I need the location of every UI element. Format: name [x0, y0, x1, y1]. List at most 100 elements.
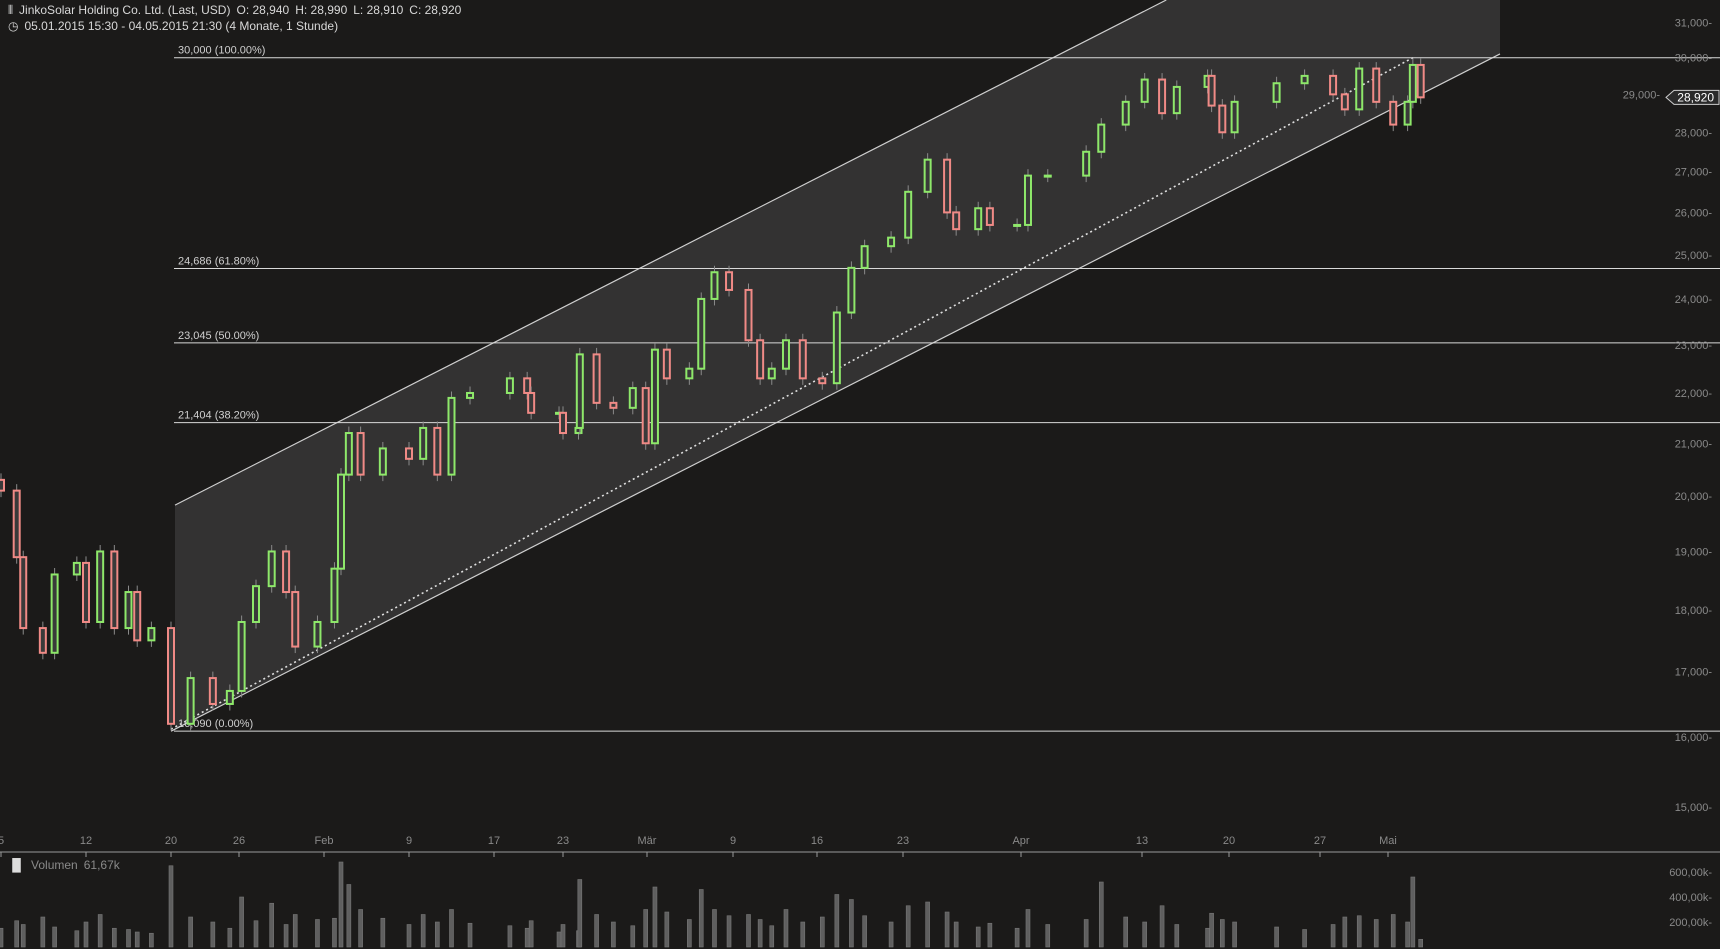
last-price-value: 28,920 [1677, 90, 1714, 104]
candle-body [1023, 174, 1032, 226]
volume-bar [905, 905, 911, 948]
volume-bar [975, 926, 981, 948]
x-tick-label: 20 [1223, 835, 1235, 847]
volume-bar [1014, 927, 1020, 948]
candle-body [1158, 78, 1167, 115]
volume-bar [746, 914, 751, 948]
candle-body [592, 353, 601, 404]
y-tick-label: 20,000- [1675, 491, 1713, 503]
y-tick-label: 27,000- [1675, 167, 1713, 179]
volume-bar [1405, 921, 1410, 948]
clock-icon: ◷ [8, 19, 19, 33]
candle-body [1416, 63, 1425, 99]
volume-bar [346, 884, 352, 948]
candle-body [19, 556, 28, 630]
candle-body [904, 190, 913, 239]
candle-body [1230, 100, 1239, 134]
y-tick-label: 25,000- [1675, 250, 1713, 262]
y-tick-label: 15,000- [1675, 802, 1713, 814]
volume-tick-label: 600,00k- [1669, 867, 1712, 879]
candle-body [662, 348, 671, 380]
volume-bar [358, 909, 363, 948]
volume-bar [1356, 915, 1362, 948]
volume-bar [332, 917, 337, 948]
candle-body [110, 550, 119, 630]
volume-bar [1159, 905, 1165, 948]
y-tick-label: 21,000- [1675, 438, 1713, 450]
candle-body [952, 211, 961, 231]
volume-bar [834, 894, 840, 948]
candle-body [756, 339, 765, 380]
volume-label: Volumen [31, 858, 78, 872]
volume-bar [168, 865, 174, 948]
candle-body [50, 573, 59, 654]
volume-tick-label: 400,00k- [1669, 892, 1712, 904]
candle-body [609, 401, 618, 409]
x-tick-label: 23 [557, 835, 569, 847]
volume-bar [126, 929, 131, 948]
candle-body [887, 236, 896, 248]
candle-body [1140, 78, 1149, 103]
volume-bar [227, 927, 233, 948]
candle-body [1272, 82, 1281, 103]
volume-bar [420, 914, 426, 948]
volume-bar [611, 921, 616, 948]
volume-bar [269, 902, 274, 948]
volume-bar [1274, 926, 1279, 948]
volume-bar [925, 901, 930, 948]
candle-body [378, 447, 387, 476]
candle-body [419, 426, 428, 460]
volume-bar [40, 916, 46, 948]
candle-body [527, 391, 536, 414]
volume-bar [726, 915, 732, 948]
x-tick-label: 27 [1314, 835, 1326, 847]
volume-bar [783, 909, 789, 948]
volume-bar [712, 909, 717, 948]
volume-bar [1025, 909, 1031, 948]
volume-bar [1205, 927, 1210, 948]
volume-bar [664, 911, 670, 948]
volume-bar [134, 931, 140, 948]
volume-bar [687, 919, 692, 948]
volume-bar [800, 921, 806, 948]
candle-body [1355, 67, 1364, 111]
channel-upper-line [174, 0, 1167, 506]
candle-body [818, 377, 827, 385]
x-tick-label: Feb [315, 835, 334, 847]
volume-bar [1232, 921, 1237, 948]
candle-body [208, 677, 217, 705]
volume-bar [1142, 921, 1147, 948]
fib-label: 21,404 (38.20%) [178, 410, 259, 422]
volume-bar [253, 920, 259, 948]
candle-body [798, 339, 807, 380]
volume-bar [577, 879, 583, 948]
volume-bar [819, 916, 825, 948]
candle-body [1207, 74, 1216, 107]
volume-bar [283, 924, 289, 948]
y-tick-label: 28,000- [1675, 127, 1713, 139]
volume-bar [1418, 938, 1423, 948]
candle-body [832, 311, 841, 385]
candle-body [1389, 100, 1398, 126]
candle-body [1172, 85, 1181, 115]
candle-body [1329, 74, 1338, 96]
volume-bar [594, 914, 599, 948]
candle-body [781, 339, 790, 370]
candle-body [985, 207, 994, 226]
volume-bar [1330, 924, 1336, 948]
y-tick-label: 18,000- [1675, 605, 1713, 617]
candle-body [628, 387, 637, 409]
volume-bar [0, 927, 4, 948]
y-tick-label: 24,000- [1675, 294, 1713, 306]
x-tick-label: 12 [80, 835, 92, 847]
volume-bar [74, 930, 80, 948]
volume-bar [953, 921, 959, 948]
candlestick-icon: ⫴ [8, 3, 14, 17]
volume-tick-label: 200,00k- [1669, 917, 1712, 929]
candle-body [1300, 74, 1309, 85]
candle-body [650, 348, 659, 445]
volume-bar [1373, 919, 1379, 948]
volume-bar [1083, 919, 1089, 948]
volume-bar [449, 909, 454, 948]
